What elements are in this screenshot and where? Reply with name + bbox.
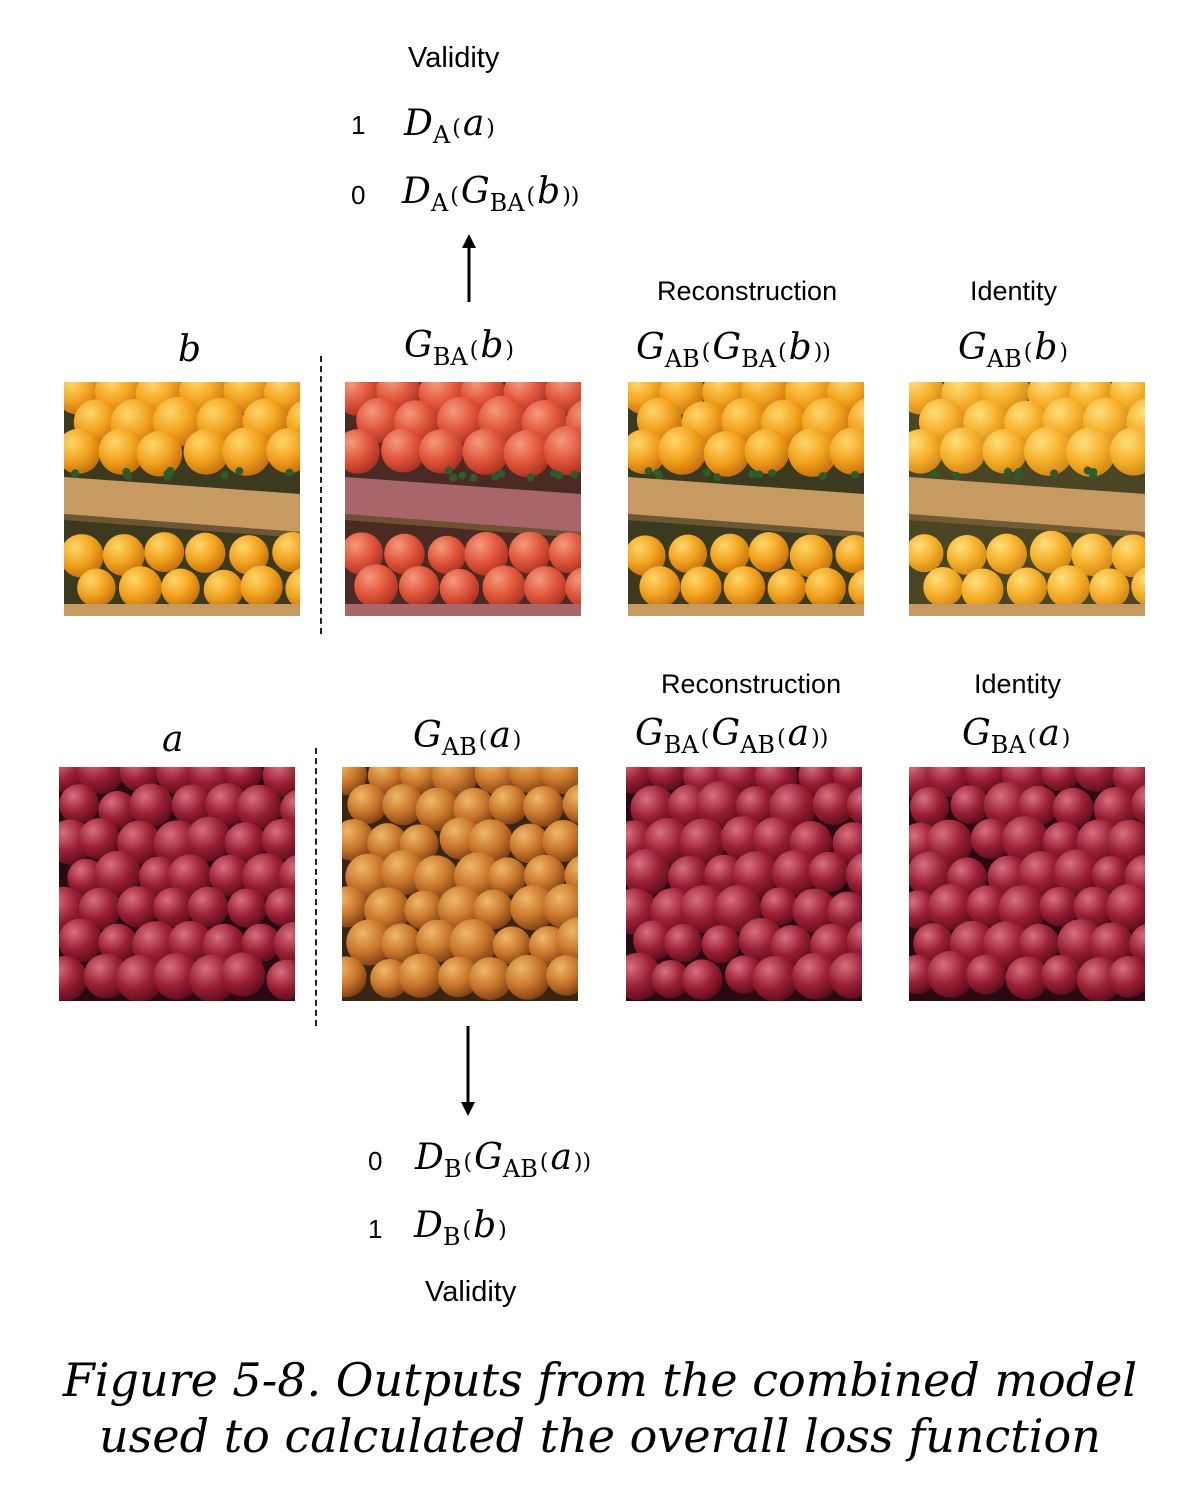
apples-original-svg bbox=[59, 767, 295, 1001]
oranges-identity-svg bbox=[909, 382, 1145, 616]
apples-identity-svg bbox=[909, 767, 1145, 1001]
bottom-fake-value: 0 bbox=[368, 1146, 383, 1176]
image-oranges-identity bbox=[909, 382, 1145, 616]
oranges-to-apples-svg bbox=[345, 382, 581, 616]
image-apples-original bbox=[59, 767, 295, 1001]
divider-a bbox=[315, 748, 317, 1026]
label-b: b bbox=[178, 329, 202, 370]
image-oranges-to-apples bbox=[345, 382, 581, 616]
image-apples-identity bbox=[909, 767, 1145, 1001]
figure-caption-line-1: Figure 5-8. Outputs from the combined mo… bbox=[62, 1353, 1138, 1407]
reconstruction-heading-a: Reconstruction bbox=[661, 669, 842, 699]
identity-heading-a: Identity bbox=[974, 669, 1062, 699]
apples-reconstructed-svg bbox=[626, 767, 862, 1001]
formula-DB-b: DB(b) bbox=[414, 1205, 507, 1251]
image-oranges-reconstructed bbox=[628, 382, 864, 616]
formula-GBA-GAB-a: GBA(GAB(a)) bbox=[635, 713, 829, 759]
identity-heading-b: Identity bbox=[970, 276, 1058, 306]
formula-GBA-b: GBA(b) bbox=[404, 325, 514, 371]
formula-GAB-b: GAB(b) bbox=[958, 327, 1068, 373]
up-arrow-icon bbox=[462, 234, 476, 302]
label-a: a bbox=[162, 719, 184, 760]
oranges-original-svg bbox=[64, 382, 300, 616]
image-apples-to-oranges bbox=[342, 767, 578, 1001]
formula-GBA-a: GBA(a) bbox=[962, 713, 1071, 759]
image-oranges-original bbox=[64, 382, 300, 616]
divider-b bbox=[320, 356, 322, 634]
formula-DB-GAB-a: DB(GAB(a)) bbox=[415, 1137, 592, 1183]
oranges-reconstructed-svg bbox=[628, 382, 864, 616]
top-real-value: 1 bbox=[351, 110, 366, 140]
figure-caption-line-2: used to calculated the overall loss func… bbox=[99, 1409, 1101, 1463]
apples-to-oranges-svg bbox=[342, 767, 578, 1001]
bottom-real-value: 1 bbox=[368, 1214, 383, 1244]
formula-DA-a: DA(a) bbox=[404, 103, 495, 149]
top-fake-value: 0 bbox=[351, 180, 366, 210]
top-validity-label: Validity bbox=[408, 42, 500, 74]
reconstruction-heading-b: Reconstruction bbox=[657, 276, 838, 306]
formula-DA-GBA-b: DA(GBA(b)) bbox=[402, 171, 580, 217]
formula-GAB-GBA-b: GAB(GBA(b)) bbox=[636, 327, 831, 373]
bottom-validity-label: Validity bbox=[425, 1276, 517, 1308]
formula-GAB-a: GAB(a) bbox=[413, 715, 522, 761]
image-apples-reconstructed bbox=[626, 767, 862, 1001]
down-arrow-icon bbox=[461, 1026, 475, 1116]
